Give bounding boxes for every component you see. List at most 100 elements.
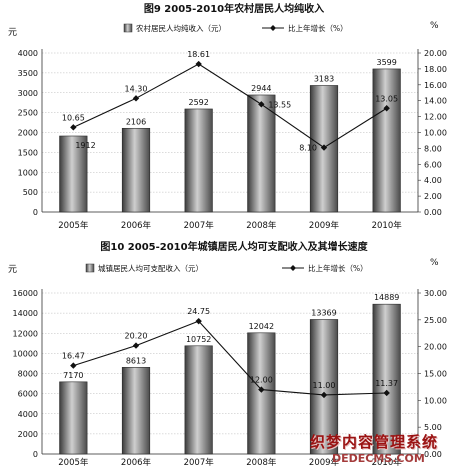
legend-bar-swatch [123, 23, 133, 33]
line-value-label: 24.75 [187, 307, 210, 316]
x-tick-label: 2005年 [58, 220, 89, 231]
x-tick-label: 2005年 [58, 457, 89, 468]
y2-tick-label: 0.00 [424, 450, 442, 459]
bar [247, 332, 276, 455]
bar [59, 381, 88, 455]
legend-bar-label: 农村居民人均纯收入（元） [136, 23, 226, 33]
line-point [320, 391, 328, 399]
bar-value-label: 10752 [186, 335, 211, 344]
bar [247, 94, 276, 213]
y-tick-label: 0 [33, 208, 38, 217]
line-point [383, 105, 390, 112]
line-value-label: 20.20 [125, 332, 148, 341]
line-value-label: 10.65 [62, 113, 85, 122]
y-tick-label: 3000 [18, 89, 38, 98]
watermark-main-text: 织梦内容管理系统 [310, 433, 439, 451]
bar [372, 303, 401, 455]
x-tick-label: 2007年 [184, 220, 215, 231]
y-tick-label: 0 [33, 450, 38, 459]
y2-tick-label: 0.00 [424, 208, 442, 217]
x-tick-label: 2010年 [372, 220, 403, 231]
y2-tick-label: 20.00 [424, 343, 447, 352]
y-tick-label: 8000 [18, 370, 38, 379]
line-point [320, 144, 328, 151]
bar-value-label: 8613 [126, 356, 146, 365]
x-tick-label: 2009年 [309, 457, 340, 468]
y2-tick-label: 5.00 [424, 423, 442, 432]
x-tick-label: 2007年 [184, 457, 215, 468]
y-tick-label: 12000 [13, 329, 38, 338]
y-tick-label: 6000 [18, 390, 38, 399]
bar-value-label: 2944 [251, 84, 271, 93]
y-tick-label: 14000 [13, 309, 38, 318]
line-point [195, 60, 202, 68]
line-value-label: 12.00 [250, 376, 273, 385]
line-point [132, 342, 140, 349]
y2-tick-label: 14.00 [424, 97, 447, 106]
bar-value-label: 13369 [311, 308, 336, 317]
y-tick-label: 2000 [18, 430, 38, 439]
bar [184, 108, 213, 213]
bar-value-label: 2592 [188, 98, 208, 107]
bar-value-label: 3183 [314, 74, 334, 83]
watermark-logo: 织梦内容管理系统 DEDECMS.COM [310, 431, 460, 465]
bar-value-label: 7170 [63, 371, 83, 380]
legend-bar-label: 城镇居民人均可支配收入（元） [98, 263, 203, 273]
y2-tick-label: 30.00 [424, 289, 447, 298]
line-point [258, 386, 265, 393]
line-value-label: 11.00 [313, 381, 336, 390]
y-tick-label: 4000 [18, 410, 38, 419]
y-tick-label: 4000 [18, 49, 38, 58]
y2-tick-label: 10.00 [424, 396, 447, 405]
line-value-label: 13.55 [268, 100, 291, 109]
bar [309, 319, 339, 455]
legend-bar-swatch [85, 263, 95, 273]
y-tick-label: 3500 [18, 69, 38, 78]
y2-tick-label: 12.00 [424, 113, 447, 122]
line-value-label: 16.47 [62, 352, 85, 361]
bar-value-label: 1912 [75, 141, 95, 150]
line-point [383, 389, 390, 397]
y2-tick-label: 6.00 [424, 160, 442, 169]
legend-line-label: 比上年增长（%） [308, 263, 368, 273]
y2-tick-label: 18.00 [424, 65, 447, 74]
legend-line-marker [290, 265, 296, 271]
y-tick-label: 1000 [18, 168, 38, 177]
bar [121, 127, 151, 213]
y2-tick-label: 4.00 [424, 176, 442, 185]
growth-line [73, 320, 387, 396]
y-tick-label: 500 [23, 188, 38, 197]
growth-line [73, 63, 387, 149]
y2-tick-label: 2.00 [424, 192, 442, 201]
y2-tick-label: 15.00 [424, 370, 447, 379]
legend-line-marker [270, 25, 276, 31]
x-tick-label: 2008年 [246, 457, 277, 468]
y-tick-label: 10000 [13, 349, 38, 358]
x-tick-label: 2010年 [372, 457, 403, 468]
bar-value-label: 12042 [249, 322, 274, 331]
x-tick-label: 2009年 [309, 220, 340, 231]
x-tick-label: 2006年 [121, 457, 152, 468]
left-axis-unit: 元 [8, 28, 17, 38]
line-value-label: 11.37 [375, 379, 398, 388]
y-tick-label: 1500 [18, 148, 38, 157]
x-tick-label: 2008年 [246, 220, 277, 231]
x-tick-label: 2006年 [121, 220, 152, 231]
chart-title: 图10 2005-2010年城镇居民人均可支配收入及其增长速度 [100, 240, 368, 253]
bar [184, 345, 213, 455]
line-value-label: 14.30 [125, 84, 148, 93]
right-axis-unit: % [430, 258, 439, 268]
right-axis-unit: % [430, 21, 439, 31]
bar [59, 135, 88, 213]
bar [372, 68, 401, 213]
y2-tick-label: 25.00 [424, 316, 447, 325]
line-point [258, 101, 265, 108]
bar [121, 367, 151, 455]
y-tick-label: 2000 [18, 129, 38, 138]
line-point [70, 124, 77, 131]
watermark-sub-text: DEDECMS.COM [332, 452, 425, 465]
legend-line-label: 比上年增长（%） [288, 23, 348, 33]
line-value-label: 8.10 [299, 144, 317, 153]
